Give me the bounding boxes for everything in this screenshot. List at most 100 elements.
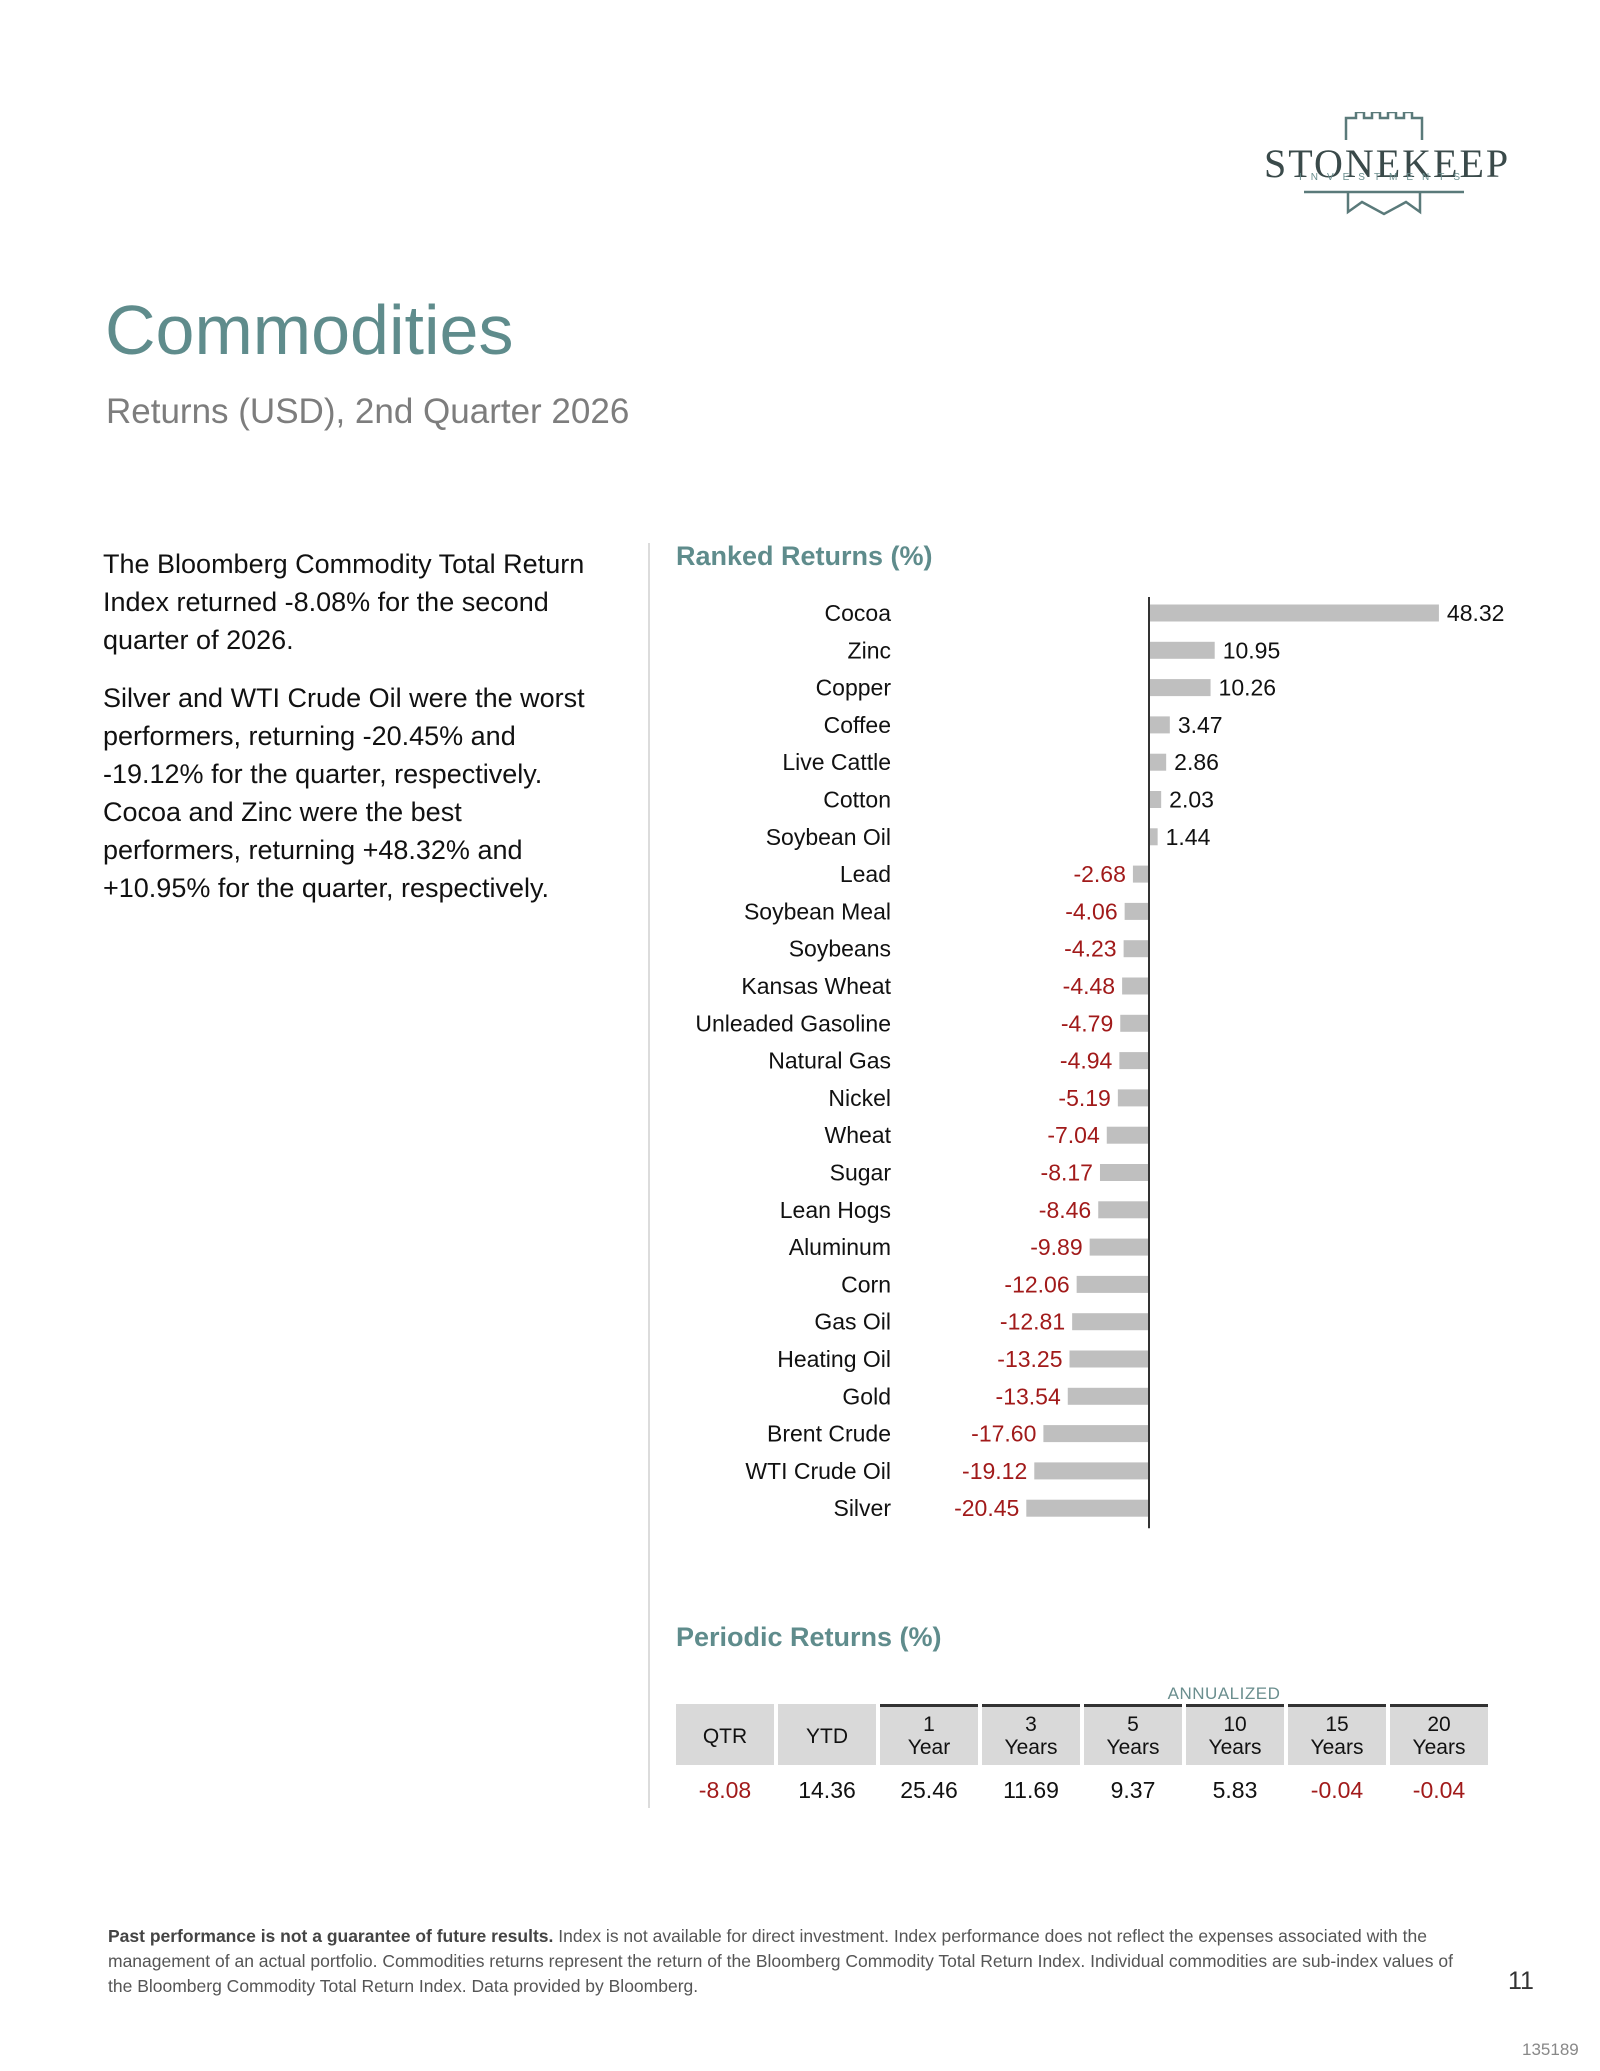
intro-paragraph-2: Silver and WTI Crude Oil were the worst … — [103, 683, 585, 903]
bar-cotton — [1149, 791, 1162, 808]
col-20yr-num: 20 — [1427, 1713, 1451, 1736]
bar-corn — [1076, 1275, 1149, 1293]
bar-live-cattle — [1149, 753, 1167, 771]
col-5yr-header: 5 Years — [1084, 1704, 1182, 1765]
value-label-silver: -20.45 — [954, 1495, 1019, 1521]
bar-nickel — [1117, 1089, 1149, 1107]
periodic-returns-heading: Periodic Returns (%) — [676, 1622, 942, 1652]
col-ytd-header: YTD — [778, 1704, 876, 1765]
category-label-soybean-meal: Soybean Meal — [744, 898, 891, 924]
bar-soybeans — [1123, 940, 1149, 958]
col-qtr-label: QTR — [702, 1724, 748, 1748]
col-15yr-header: 15 Years — [1288, 1704, 1386, 1765]
value-qtr: -8.08 — [698, 1776, 752, 1803]
value-label-soybeans: -4.23 — [1064, 936, 1116, 962]
bar-brent-crude — [1043, 1425, 1149, 1443]
bar-natural-gas — [1119, 1052, 1149, 1070]
bar-lean-hogs — [1098, 1201, 1149, 1219]
col-3yr-num: 3 — [1025, 1713, 1037, 1736]
bar-coffee — [1149, 716, 1170, 734]
value-ytd: 14.36 — [798, 1776, 856, 1803]
col-3yr-unit: Years — [1004, 1736, 1058, 1759]
category-label-natural-gas: Natural Gas — [768, 1048, 891, 1074]
bar-sugar — [1099, 1164, 1149, 1181]
value-label-wti-crude-oil: -19.12 — [962, 1458, 1027, 1484]
col-1yr-header: 1 Year — [880, 1704, 978, 1765]
category-label-live-cattle: Live Cattle — [782, 749, 891, 775]
value-label-cotton: 2.03 — [1169, 787, 1214, 813]
bar-gold — [1067, 1387, 1149, 1405]
bar-gas-oil — [1072, 1313, 1149, 1331]
col-5yr-unit: Years — [1106, 1736, 1160, 1759]
bar-lead — [1132, 865, 1149, 883]
ranked-returns-heading: Ranked Returns (%) — [676, 541, 933, 571]
value-label-kansas-wheat: -4.48 — [1063, 973, 1115, 999]
value-label-wheat: -7.04 — [1047, 1122, 1100, 1148]
category-label-kansas-wheat: Kansas Wheat — [741, 973, 891, 999]
bar-silver — [1026, 1499, 1149, 1517]
category-label-gas-oil: Gas Oil — [814, 1309, 891, 1335]
category-label-sugar: Sugar — [830, 1160, 892, 1186]
category-label-wti-crude-oil: WTI Crude Oil — [745, 1458, 891, 1484]
bar-heating-oil — [1069, 1350, 1149, 1368]
category-label-corn: Corn — [841, 1271, 891, 1297]
value-5yr: 9.37 — [1110, 1776, 1156, 1803]
category-label-aluminum: Aluminum — [789, 1234, 891, 1260]
category-label-coffee: Coffee — [824, 712, 891, 738]
intro-text: The Bloomberg Commodity Total Return Ind… — [103, 545, 603, 927]
value-label-gold: -13.54 — [996, 1383, 1061, 1409]
col-20yr-header: 20 Years — [1390, 1704, 1488, 1765]
value-label-brent-crude: -17.60 — [971, 1421, 1036, 1447]
category-label-cotton: Cotton — [823, 787, 891, 813]
document-code: 135189 — [1522, 2040, 1579, 2059]
castle-logo-icon — [1304, 112, 1464, 216]
col-1yr-num: 1 — [923, 1713, 935, 1736]
category-label-lead: Lead — [840, 861, 891, 887]
category-label-heating-oil: Heating Oil — [777, 1346, 891, 1372]
logo-wordmark: STONEKEEP — [1264, 141, 1511, 186]
page-subtitle: Returns (USD), 2nd Quarter 2026 — [106, 392, 630, 431]
value-20yr: -0.04 — [1412, 1776, 1466, 1803]
bar-cocoa — [1149, 604, 1439, 622]
value-label-heating-oil: -13.25 — [997, 1346, 1062, 1372]
bar-unleaded-gasoline — [1120, 1014, 1149, 1032]
page-number: 11 — [1508, 1967, 1534, 1995]
value-label-natural-gas: -4.94 — [1060, 1048, 1113, 1074]
periodic-header-row: QTR YTD 1 Year 3 Years 5 Years 10 Years 15 Ye… — [676, 1704, 1488, 1765]
disclaimer-text: Index is not available for direct invest… — [108, 1926, 1453, 1996]
col-10yr-unit: Years — [1208, 1736, 1262, 1759]
value-label-coffee: 3.47 — [1178, 712, 1223, 738]
category-label-zinc: Zinc — [848, 637, 891, 663]
column-divider — [648, 543, 650, 1808]
value-label-zinc: 10.95 — [1223, 637, 1281, 663]
intro-paragraph-1: The Bloomberg Commodity Total Return Ind… — [103, 549, 585, 655]
col-15yr-unit: Years — [1310, 1736, 1364, 1759]
value-label-nickel: -5.19 — [1058, 1085, 1110, 1111]
col-15yr-num: 15 — [1325, 1713, 1349, 1736]
category-label-soybean-oil: Soybean Oil — [766, 824, 891, 850]
value-10yr: 5.83 — [1212, 1776, 1258, 1803]
category-label-brent-crude: Brent Crude — [767, 1421, 891, 1447]
disclaimer-footnote: Past performance is not a guarantee of f… — [108, 1924, 1478, 1999]
value-label-cocoa: 48.32 — [1447, 600, 1505, 626]
value-label-soybean-meal: -4.06 — [1065, 898, 1117, 924]
category-label-wheat: Wheat — [825, 1122, 892, 1148]
value-label-gas-oil: -12.81 — [1000, 1309, 1065, 1335]
company-logo: STONEKEEP INVESTMENTS — [1264, 112, 1511, 222]
category-label-cocoa: Cocoa — [825, 600, 892, 626]
value-label-lead: -2.68 — [1073, 861, 1125, 887]
value-1yr: 25.46 — [900, 1776, 958, 1803]
value-label-corn: -12.06 — [1004, 1271, 1069, 1297]
annualized-label: ANNUALIZED — [1167, 1684, 1281, 1703]
category-label-silver: Silver — [833, 1495, 891, 1521]
col-3yr-header: 3 Years — [982, 1704, 1080, 1765]
page-title: Commodities — [105, 291, 514, 369]
bar-wti-crude-oil — [1034, 1462, 1149, 1480]
value-label-soybean-oil: 1.44 — [1166, 824, 1211, 850]
periodic-values-row: -8.08 14.36 25.46 11.69 9.37 5.83 -0.04 … — [676, 1765, 1488, 1815]
category-label-soybeans: Soybeans — [789, 936, 891, 962]
bar-copper — [1149, 679, 1211, 697]
category-label-gold: Gold — [842, 1383, 891, 1409]
value-label-copper: 10.26 — [1219, 675, 1277, 701]
category-label-copper: Copper — [816, 675, 892, 701]
